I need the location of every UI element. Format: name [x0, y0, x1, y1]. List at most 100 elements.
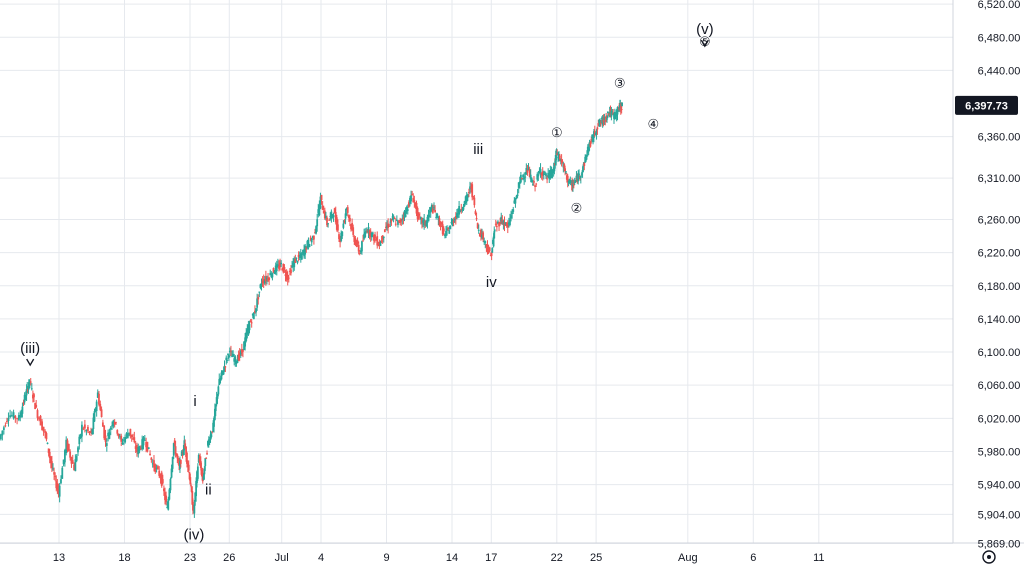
candle-body	[192, 501, 194, 511]
candle-body	[49, 456, 52, 464]
candle-body	[48, 451, 51, 458]
candle-body	[444, 234, 446, 236]
candle-body	[39, 415, 42, 426]
candle-body	[572, 184, 575, 186]
candle-body	[109, 427, 112, 430]
axes	[0, 0, 1024, 544]
candle-body	[422, 220, 424, 223]
candle-body	[163, 488, 165, 492]
candle-body	[214, 404, 217, 412]
candle-body	[171, 457, 174, 469]
candle-body	[565, 171, 567, 173]
candle-body	[168, 489, 171, 500]
candle-body	[87, 426, 89, 432]
candle-body	[459, 209, 462, 213]
candle-body	[267, 278, 269, 281]
candle-body	[238, 352, 241, 356]
candle-body	[4, 425, 7, 427]
candle-body	[344, 213, 347, 219]
candle-body	[493, 231, 496, 239]
candle-body	[56, 483, 59, 490]
candle-body	[537, 174, 540, 177]
candle-body	[223, 365, 226, 367]
candle-body	[155, 467, 158, 469]
candle-body	[563, 164, 566, 169]
candle-body	[260, 283, 263, 287]
candle-body	[583, 162, 586, 167]
candle-body	[405, 207, 408, 212]
candle-body	[314, 232, 316, 234]
candle-body	[16, 418, 18, 420]
candle-body	[255, 308, 257, 313]
candle-body	[208, 441, 211, 443]
candle-body	[139, 448, 142, 450]
candle-body	[325, 215, 327, 218]
candle-body	[363, 233, 366, 239]
y-tick-label: 6,180.00	[978, 281, 1021, 293]
candle-body	[179, 459, 182, 464]
candle-body	[339, 237, 342, 243]
candle-body	[369, 231, 372, 238]
candle-body	[150, 457, 153, 460]
candle-body	[346, 207, 349, 213]
candle-body	[115, 422, 117, 424]
candle-body	[352, 227, 355, 235]
y-tick-label: 5,980.00	[978, 446, 1021, 458]
candle-body	[20, 412, 23, 418]
candle-body	[334, 212, 337, 223]
candle-body	[494, 229, 496, 231]
candle-body	[606, 118, 608, 120]
candle-body	[494, 223, 497, 225]
candle-body	[423, 219, 426, 226]
candle-body	[271, 273, 274, 278]
candle-body	[167, 498, 170, 510]
candle-body	[411, 194, 414, 196]
candle-body	[561, 161, 564, 164]
candle-body	[35, 404, 38, 408]
candle-body	[403, 210, 406, 218]
candle-body	[145, 442, 148, 448]
candle-body	[79, 434, 82, 438]
candle-body	[299, 253, 302, 258]
candle-body	[551, 172, 554, 174]
candle-body	[92, 417, 95, 429]
candle-body	[492, 236, 495, 247]
candle-body	[387, 223, 390, 228]
candle-body	[195, 481, 198, 497]
candle-body	[528, 168, 531, 177]
candle-body	[514, 198, 517, 204]
candle-body	[589, 142, 592, 147]
settings-button[interactable]	[982, 550, 996, 564]
candle-body	[82, 428, 85, 430]
candle-body	[530, 178, 533, 183]
candle-body	[41, 421, 43, 431]
candle-body	[424, 220, 427, 226]
candle-body	[199, 460, 202, 468]
candle-body	[169, 479, 172, 491]
candle-body	[303, 249, 305, 257]
candle-body	[426, 216, 429, 224]
candle-body	[81, 424, 83, 437]
candle-body	[160, 472, 163, 486]
candle-body	[316, 219, 319, 227]
candle-body	[30, 388, 33, 390]
candle-body	[275, 264, 278, 272]
x-tick-label: 22	[551, 552, 563, 564]
candle-body	[439, 225, 442, 227]
candle-body	[368, 230, 371, 236]
candle-body	[611, 111, 614, 113]
candle-body	[419, 217, 422, 220]
candle-body	[212, 422, 215, 432]
candle-body	[342, 223, 345, 228]
candle-body	[461, 209, 464, 211]
y-tick-label: 6,220.00	[978, 248, 1021, 260]
gear-icon[interactable]	[982, 550, 996, 564]
candle-body	[359, 250, 362, 253]
candle-body	[463, 201, 466, 207]
x-tick-label: 26	[223, 552, 235, 564]
x-tick-label: 25	[590, 552, 602, 564]
candle-body	[502, 221, 505, 225]
candle-body	[179, 460, 181, 469]
